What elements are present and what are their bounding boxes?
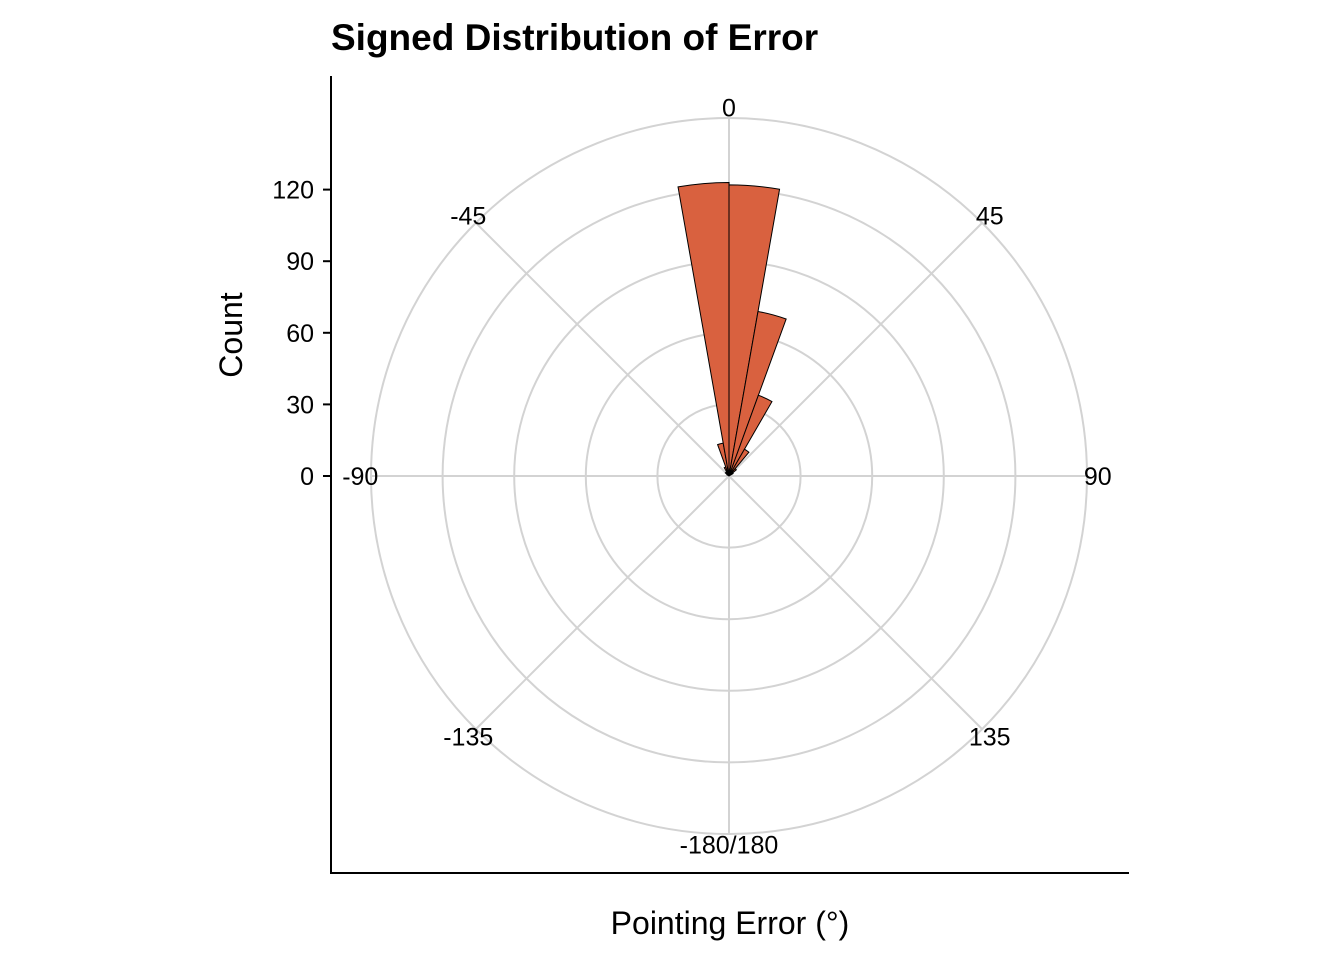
bar [728, 472, 734, 477]
bar [728, 394, 773, 477]
angle-labels: 0 45 90 135 -180/180 -135 -90 -45 [342, 94, 1111, 859]
y-tick-label: 120 [272, 177, 314, 205]
grid-spoke [475, 222, 730, 477]
chart-title: Signed Distribution of Error [331, 17, 818, 58]
y-tick-label: 60 [286, 320, 314, 348]
angle-tick-label: 45 [976, 202, 1004, 230]
angle-tick-label: 90 [1084, 463, 1112, 491]
bar [677, 181, 730, 477]
y-ticks: 0 30 60 90 120 [272, 177, 331, 491]
angle-tick-label: -180/180 [680, 832, 779, 860]
grid-spoke [728, 222, 983, 477]
x-axis-label: Pointing Error (°) [611, 905, 850, 941]
grid-spoke [728, 475, 983, 730]
axes [330, 76, 1129, 874]
bar [728, 310, 787, 477]
bars [677, 181, 787, 477]
y-axis-label: Count [213, 292, 249, 378]
y-tick-label: 30 [286, 391, 314, 419]
polar-grid [370, 117, 1088, 835]
grid-spoke [475, 475, 730, 730]
angle-tick-label: -90 [342, 463, 378, 491]
angle-tick-label: 135 [969, 724, 1011, 752]
bar [726, 473, 730, 477]
angle-tick-label: -45 [450, 202, 486, 230]
y-tick-label: 0 [300, 463, 314, 491]
angle-tick-label: -135 [443, 724, 493, 752]
angle-tick-label: 0 [722, 94, 736, 122]
y-tick-label: 90 [286, 248, 314, 276]
